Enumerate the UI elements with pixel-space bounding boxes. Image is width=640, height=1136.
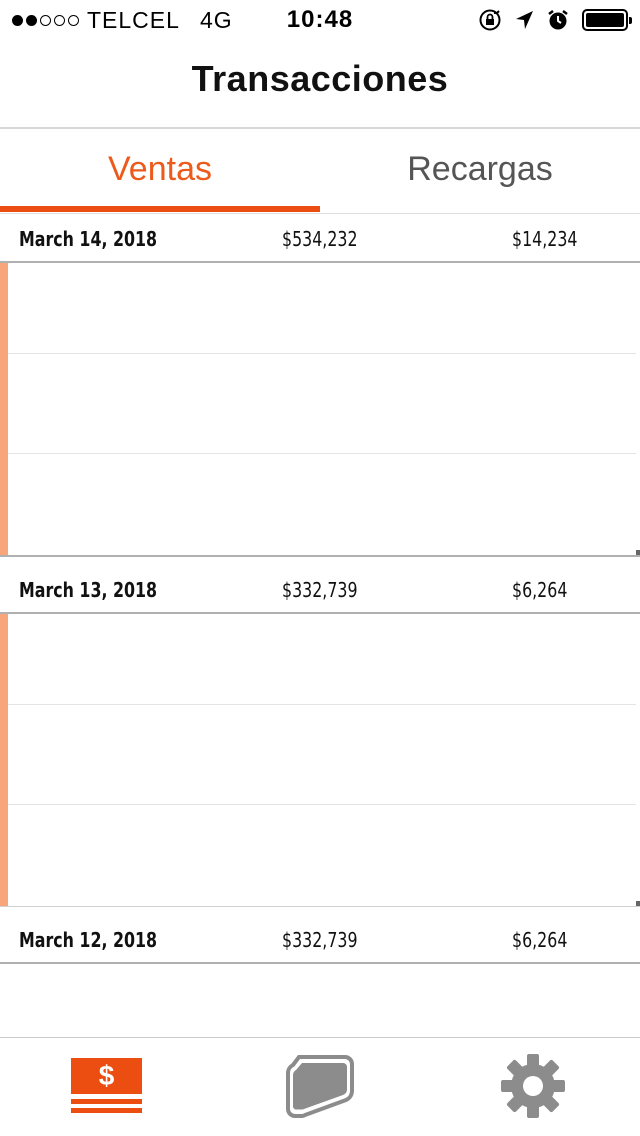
signal-dot xyxy=(40,15,51,26)
header-divider xyxy=(0,962,640,964)
header-divider xyxy=(0,612,640,614)
dollar-underline xyxy=(71,1099,142,1104)
transaction-row[interactable] xyxy=(8,263,636,363)
day-header[interactable]: March 12, 2018 $332,739 $6,264 xyxy=(0,916,640,964)
day-date: March 12, 2018 xyxy=(19,928,158,952)
day-date: March 13, 2018 xyxy=(19,578,158,602)
card-icon xyxy=(286,1055,354,1118)
location-icon xyxy=(516,11,533,29)
tab-recargas[interactable]: Recargas xyxy=(407,150,553,188)
network-type: 4G xyxy=(199,7,233,33)
signal-strength-icon xyxy=(12,15,79,26)
signal-dot xyxy=(54,15,65,26)
section-accent-bar xyxy=(0,263,8,556)
page-title: Transacciones xyxy=(191,58,449,99)
transaction-row[interactable] xyxy=(8,454,636,554)
active-tab-indicator xyxy=(0,206,320,212)
transaction-row[interactable] xyxy=(8,354,636,454)
day-total: $332,739 xyxy=(282,928,358,952)
section-edge xyxy=(636,901,640,907)
tabs-divider xyxy=(0,213,640,214)
status-right xyxy=(478,8,632,32)
nav-divider xyxy=(0,127,640,129)
tabbar-divider xyxy=(0,1037,640,1038)
header-divider xyxy=(0,261,640,263)
day-recargas-total: $6,264 xyxy=(512,928,568,952)
section-divider xyxy=(0,906,640,907)
battery-icon xyxy=(582,9,632,31)
day-recargas-total: $14,234 xyxy=(512,227,578,251)
tab-bar-top: Ventas Recargas xyxy=(0,129,640,213)
signal-dot xyxy=(26,15,37,26)
day-recargas-total: $6,264 xyxy=(512,578,568,602)
transaction-row[interactable] xyxy=(8,705,636,805)
section-edge xyxy=(636,550,640,556)
dollar-icon: $ xyxy=(71,1058,142,1114)
alarm-icon xyxy=(548,10,568,30)
transaction-list-day-2 xyxy=(0,614,640,907)
status-time: 10:48 xyxy=(286,6,354,33)
status-bar: TELCEL 4G 10:48 xyxy=(0,0,640,40)
row-divider xyxy=(8,804,636,805)
row-divider xyxy=(8,704,636,705)
signal-dot xyxy=(12,15,23,26)
tabbar-item-ventas[interactable]: $ xyxy=(0,1038,213,1136)
gear-icon xyxy=(501,1054,565,1118)
section-divider xyxy=(0,555,640,557)
tab-ventas[interactable]: Ventas xyxy=(108,150,212,188)
tabbar-item-recargas[interactable] xyxy=(213,1038,426,1136)
day-total: $332,739 xyxy=(282,578,358,602)
signal-dot xyxy=(68,15,79,26)
day-header[interactable]: March 13, 2018 $332,739 $6,264 xyxy=(0,566,640,614)
carrier-name: TELCEL xyxy=(87,7,180,33)
transaction-list-day-1 xyxy=(0,263,640,556)
section-accent-bar xyxy=(0,614,8,907)
day-total: $534,232 xyxy=(282,227,358,251)
day-date: March 14, 2018 xyxy=(19,227,158,251)
transaction-row[interactable] xyxy=(8,614,636,714)
row-divider xyxy=(8,453,636,454)
transaction-row[interactable] xyxy=(8,805,636,905)
day-header[interactable]: March 14, 2018 $534,232 $14,234 xyxy=(0,215,640,263)
status-left: TELCEL 4G xyxy=(12,7,233,34)
rotation-lock-icon xyxy=(479,9,501,31)
dollar-symbol: $ xyxy=(71,1058,142,1094)
dollar-underline xyxy=(71,1108,142,1113)
tabbar-item-settings[interactable] xyxy=(426,1038,639,1136)
bottom-tab-bar: $ xyxy=(0,1038,640,1136)
row-divider xyxy=(8,353,636,354)
